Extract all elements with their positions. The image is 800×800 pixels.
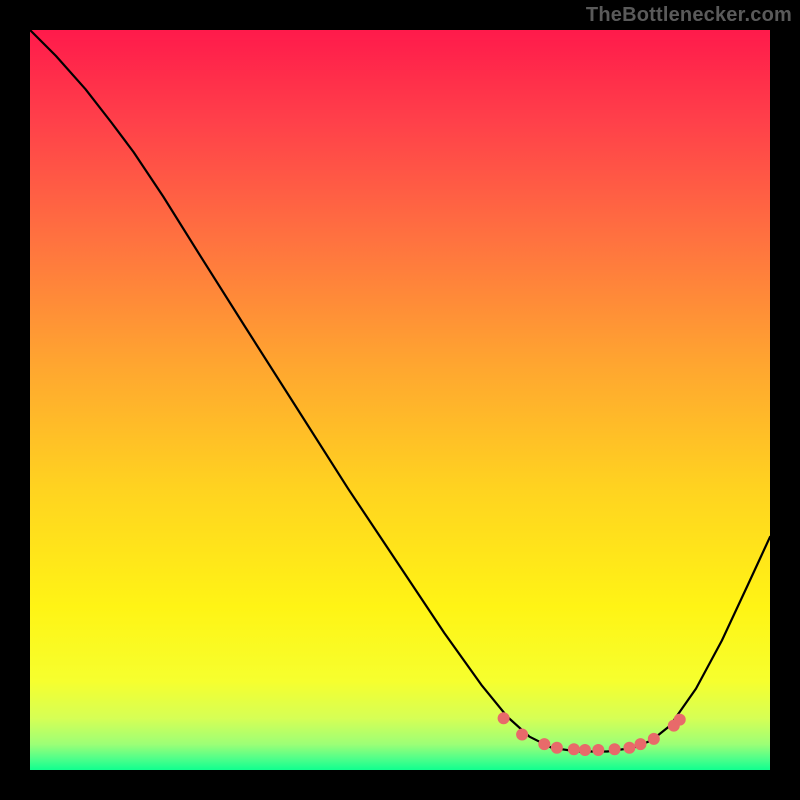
marker-dot bbox=[624, 742, 635, 753]
marker-dot bbox=[580, 745, 591, 756]
bottleneck-curve bbox=[30, 30, 770, 752]
marker-dot bbox=[551, 742, 562, 753]
marker-dot bbox=[593, 745, 604, 756]
marker-dot bbox=[674, 714, 685, 725]
chart-overlay bbox=[30, 30, 770, 770]
marker-dot bbox=[539, 739, 550, 750]
marker-dot bbox=[635, 739, 646, 750]
watermark-text: TheBottlenecker.com bbox=[586, 4, 792, 27]
chart-root: TheBottlenecker.com bbox=[0, 0, 800, 800]
marker-dot bbox=[648, 733, 659, 744]
marker-dot bbox=[568, 744, 579, 755]
optimal-range-markers bbox=[498, 713, 685, 756]
plot-area bbox=[30, 30, 770, 770]
marker-dot bbox=[609, 744, 620, 755]
marker-dot bbox=[517, 729, 528, 740]
marker-dot bbox=[498, 713, 509, 724]
